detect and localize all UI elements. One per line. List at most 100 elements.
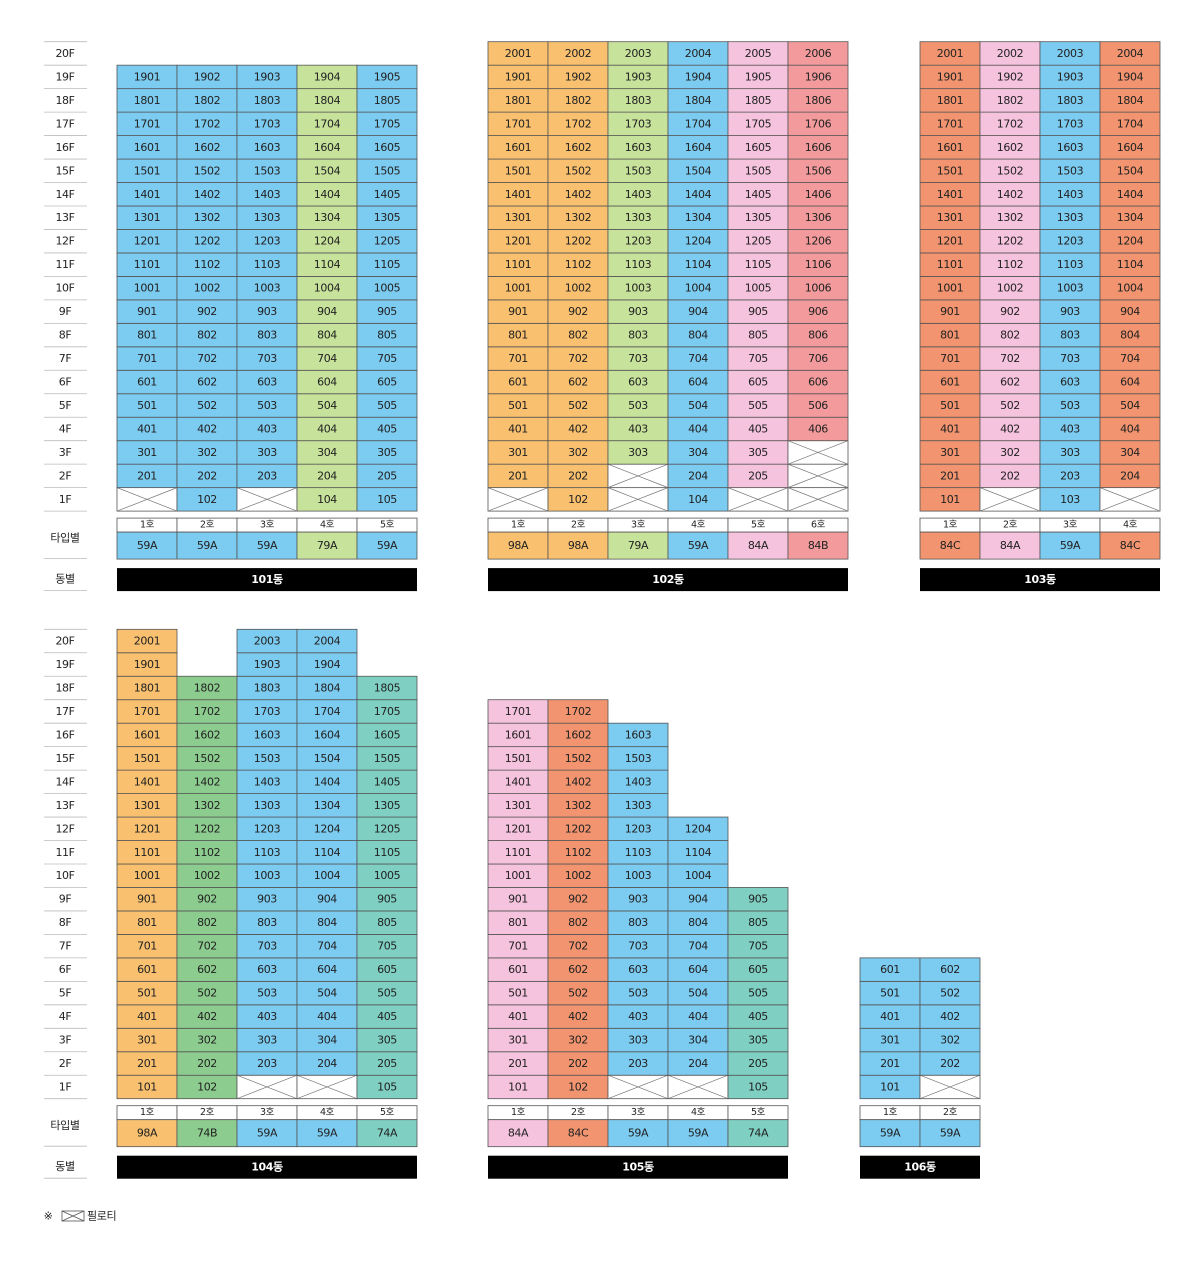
unit-number: 1404	[314, 188, 341, 201]
floor-label: 20F	[55, 635, 74, 648]
unit-number: 2003	[1057, 47, 1084, 60]
unit-number: 1406	[805, 188, 832, 201]
dong-bar	[860, 1155, 980, 1179]
unit-number: 1704	[314, 117, 341, 130]
unit-number: 805	[748, 329, 768, 342]
unit-number: 604	[317, 963, 337, 976]
type-label: 84A	[748, 539, 769, 552]
unit-number: 202	[940, 1057, 960, 1070]
unit-number: 1805	[745, 94, 772, 107]
unit-number: 401	[940, 422, 960, 435]
unit-number: 305	[748, 446, 768, 459]
unit-number: 1502	[565, 752, 591, 765]
floor-label: 12F	[55, 822, 74, 835]
unit-number: 101	[940, 493, 960, 506]
unit-number: 2003	[625, 47, 652, 60]
unit-number: 902	[197, 305, 217, 318]
unit-number: 1603	[625, 141, 652, 154]
floor-label: 13F	[55, 799, 74, 812]
unit-number: 502	[197, 987, 217, 1000]
unit-number: 903	[1060, 305, 1080, 318]
unit-number: 1203	[254, 822, 281, 835]
unit-number: 1905	[745, 70, 772, 83]
unit-number: 1501	[505, 752, 531, 765]
type-cell	[727, 531, 789, 560]
type-cell	[919, 1119, 981, 1148]
ho-label: 4호	[691, 520, 706, 531]
unit-number: 1101	[134, 258, 160, 271]
unit-number: 2003	[254, 635, 281, 648]
piloti-cross	[979, 487, 1041, 512]
unit-number: 603	[257, 963, 277, 976]
unit-number: 1401	[505, 775, 531, 788]
unit-number: 1404	[314, 775, 341, 788]
unit-number: 1303	[1057, 211, 1084, 224]
unit-number: 506	[808, 399, 828, 412]
unit-number: 1805	[374, 681, 401, 694]
type-label: 59A	[137, 539, 158, 552]
unit-number: 704	[688, 352, 708, 365]
unit-number: 1806	[805, 94, 832, 107]
unit-number: 604	[317, 376, 337, 389]
unit-number: 1202	[565, 822, 591, 835]
ho-label: 1호	[943, 520, 958, 531]
unit-number: 1904	[314, 658, 341, 671]
unit-number: 1304	[685, 211, 712, 224]
unit-number: 701	[508, 352, 528, 365]
unit-number: 1903	[625, 70, 652, 83]
unit-number: 504	[317, 399, 337, 412]
ho-label: 4호	[320, 520, 335, 531]
unit-number: 404	[688, 422, 708, 435]
unit-number: 1201	[134, 822, 160, 835]
unit-number: 501	[508, 987, 528, 1000]
unit-number: 205	[377, 1057, 397, 1070]
unit-number: 1606	[805, 141, 832, 154]
floor-label: 12F	[55, 235, 74, 248]
unit-number: 1604	[1117, 141, 1144, 154]
unit-number: 301	[508, 446, 528, 459]
unit-number: 902	[197, 893, 217, 906]
unit-number: 2001	[505, 47, 531, 60]
unit-number: 503	[628, 399, 648, 412]
unit-number: 202	[568, 1057, 588, 1070]
unit-number: 601	[137, 376, 157, 389]
dong-bar	[117, 1155, 417, 1179]
unit-number: 604	[688, 376, 708, 389]
unit-number: 1102	[194, 258, 220, 271]
dong-name: 103동	[1024, 573, 1056, 586]
unit-number: 402	[197, 1010, 217, 1023]
type-cell	[236, 531, 298, 560]
unit-cell	[356, 675, 418, 701]
unit-number: 205	[748, 1057, 768, 1070]
unit-number: 606	[808, 376, 828, 389]
unit-number: 404	[688, 1010, 708, 1023]
unit-cell	[667, 816, 729, 841]
unit-number: 1503	[625, 752, 652, 765]
ho-label: 2호	[200, 520, 215, 531]
unit-number: 1204	[685, 822, 712, 835]
unit-number: 201	[940, 469, 960, 482]
unit-number: 1202	[997, 235, 1023, 248]
unit-number: 1703	[1057, 117, 1084, 130]
unit-number: 104	[317, 493, 337, 506]
unit-number: 1402	[194, 775, 220, 788]
unit-number: 1303	[254, 211, 281, 224]
unit-number: 801	[508, 916, 528, 929]
unit-number: 801	[940, 329, 960, 342]
unit-number: 1403	[254, 775, 281, 788]
unit-number: 1003	[1057, 282, 1084, 295]
unit-number: 402	[1000, 422, 1020, 435]
unit-number: 705	[377, 940, 397, 953]
type-label: 59A	[628, 1127, 649, 1140]
unit-number: 405	[377, 1010, 397, 1023]
unit-number: 802	[1000, 329, 1020, 342]
unit-number: 202	[568, 469, 588, 482]
unit-number: 1501	[134, 164, 160, 177]
piloti-cross	[607, 1074, 669, 1100]
unit-number: 503	[628, 987, 648, 1000]
type-cell	[356, 531, 418, 560]
unit-number: 1604	[314, 728, 341, 741]
floor-label: 4F	[59, 422, 72, 435]
unit-number: 1703	[625, 117, 652, 130]
